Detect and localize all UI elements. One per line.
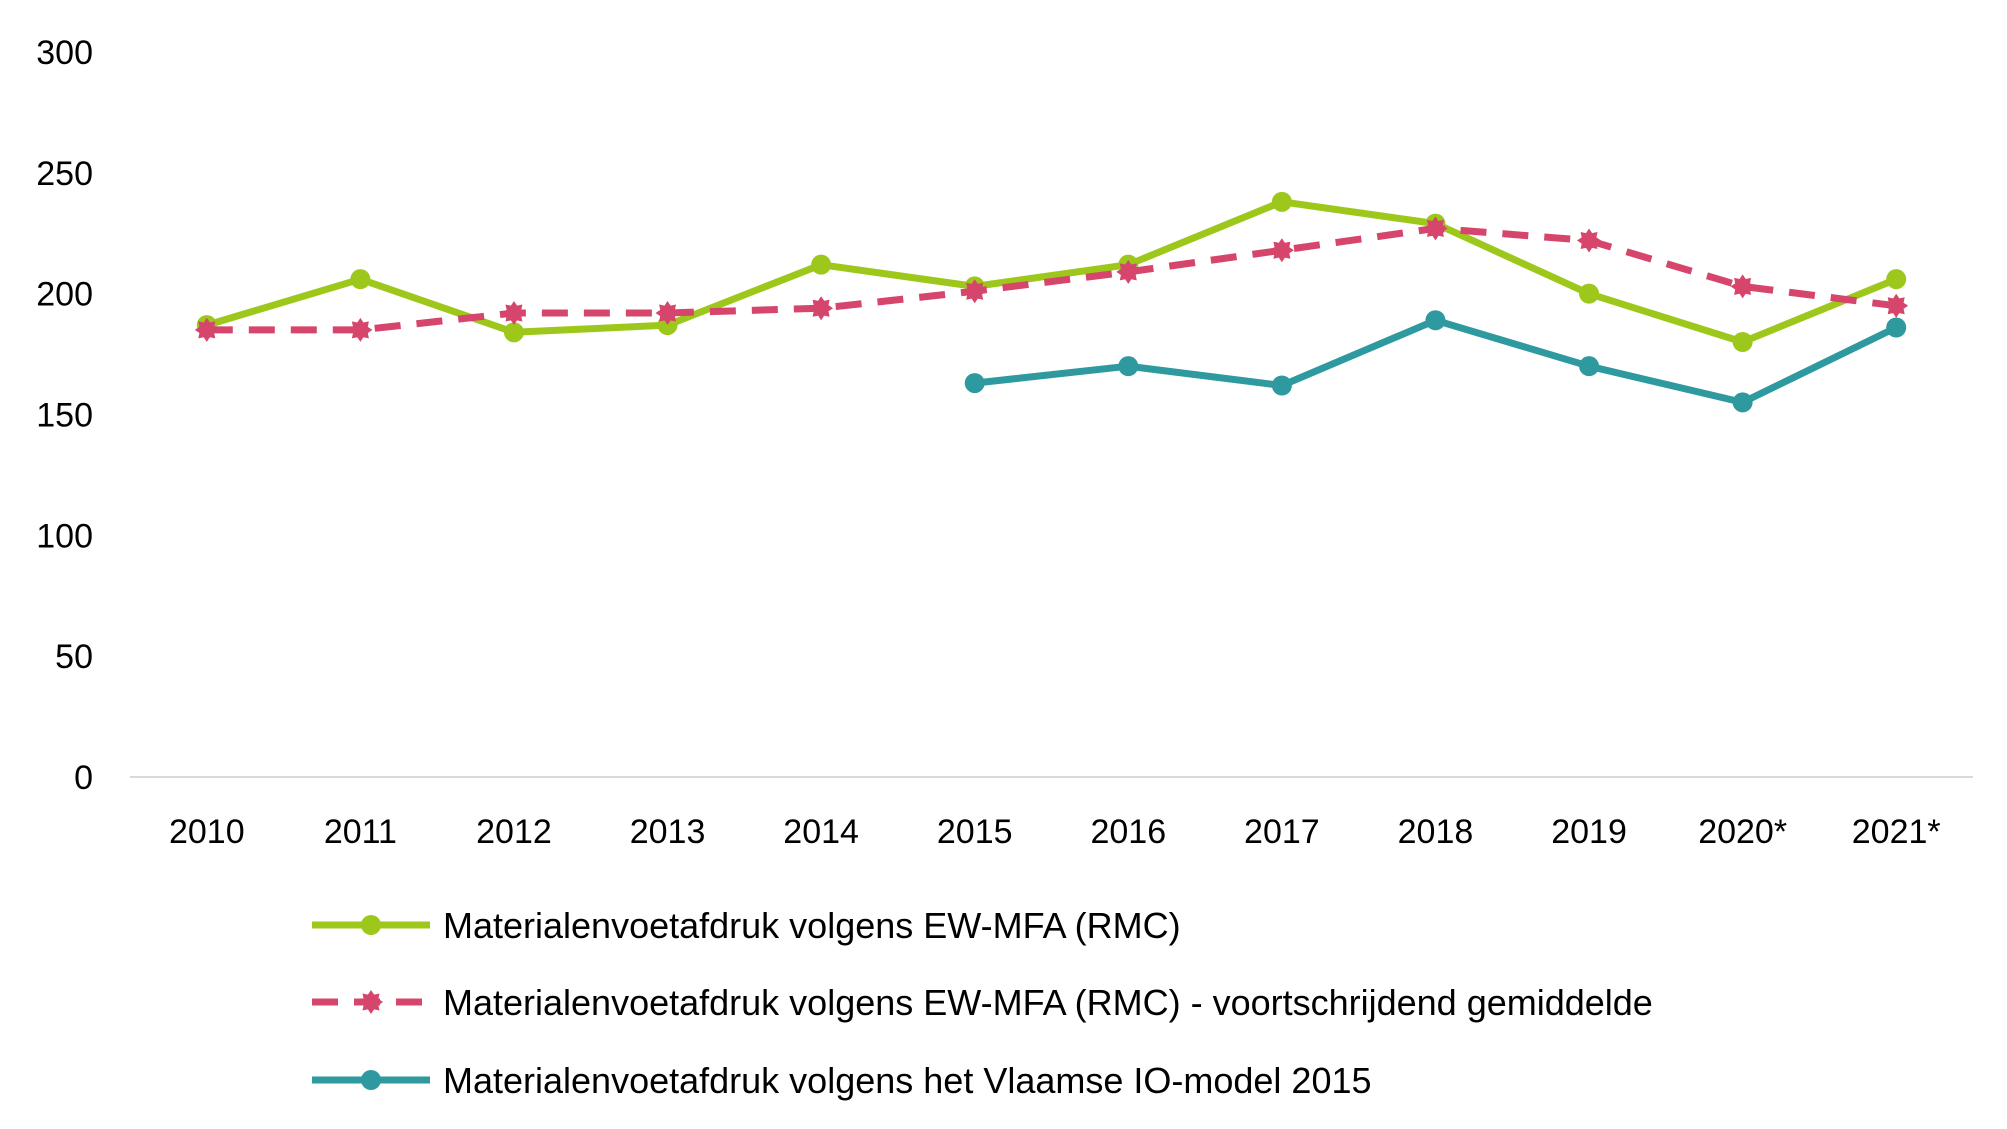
y-tick-label: 100 — [36, 517, 93, 555]
series-line — [203, 198, 1900, 346]
data-point — [350, 269, 371, 290]
y-tick-label: 250 — [36, 155, 93, 193]
legend-label: Materialenvoetafdruk volgens EW-MFA (RMC… — [443, 982, 1653, 1023]
series-line — [206, 224, 1897, 334]
series-3 — [964, 310, 1907, 413]
legend-swatch-marker — [361, 1070, 381, 1090]
data-point — [1579, 283, 1600, 304]
y-tick-label: 50 — [55, 638, 93, 676]
data-point — [964, 373, 985, 394]
series-1 — [196, 191, 1907, 352]
x-tick-label: 2020* — [1698, 813, 1787, 851]
data-point — [194, 317, 219, 342]
x-tick-label: 2016 — [1090, 813, 1166, 851]
legend-swatch-marker — [361, 915, 381, 935]
data-point — [1423, 216, 1448, 241]
legend-entry: Materialenvoetafdruk volgens EW-MFA (RMC… — [312, 905, 1181, 946]
x-tick-label: 2010 — [169, 813, 245, 851]
data-point — [962, 279, 987, 304]
x-axis: 2010 2011 2012 2013 2014 2015 2016 2017 2018 2019… — [169, 813, 1941, 851]
data-point — [1730, 274, 1755, 299]
data-point — [1118, 356, 1139, 377]
data-point — [1884, 293, 1909, 318]
data-point — [348, 317, 373, 342]
plot-area — [194, 191, 1909, 413]
x-tick-label: 2018 — [1398, 813, 1474, 851]
x-tick-label: 2017 — [1244, 813, 1320, 851]
x-tick-label: 2013 — [630, 813, 706, 851]
x-tick-label: 2014 — [783, 813, 859, 851]
y-tick-label: 0 — [74, 759, 93, 797]
x-tick-label: 2021* — [1852, 813, 1941, 851]
data-point — [1425, 310, 1446, 331]
data-point — [655, 301, 680, 325]
x-tick-label: 2012 — [476, 813, 552, 851]
data-point — [1271, 191, 1292, 212]
data-point — [809, 296, 834, 321]
data-point — [1577, 228, 1601, 253]
legend-label: Materialenvoetafdruk volgens het Vlaamse… — [443, 1060, 1372, 1101]
legend: Materialenvoetafdruk volgens EW-MFA (RMC… — [312, 905, 1653, 1101]
series-2 — [194, 216, 1909, 342]
legend-label: Materialenvoetafdruk volgens EW-MFA (RMC… — [443, 905, 1181, 946]
data-point — [1732, 332, 1753, 352]
data-point — [1271, 375, 1292, 396]
x-tick-label: 2019 — [1551, 813, 1627, 851]
data-point — [1886, 317, 1907, 338]
x-tick-label: 2015 — [937, 813, 1013, 851]
legend-entry: Materialenvoetafdruk volgens EW-MFA (RMC… — [312, 982, 1653, 1023]
data-point — [811, 254, 832, 275]
data-point — [1732, 392, 1753, 413]
legend-swatch-marker — [359, 990, 383, 1014]
y-tick-label: 150 — [36, 397, 93, 435]
data-point — [1116, 259, 1141, 284]
data-point — [502, 301, 526, 325]
data-point — [1886, 269, 1907, 290]
y-axis: 0 50 100 150 200 250 300 — [36, 34, 93, 797]
x-tick-label: 2011 — [324, 813, 397, 851]
data-point — [503, 322, 524, 343]
data-point — [1269, 238, 1294, 263]
legend-entry: Materialenvoetafdruk volgens het Vlaamse… — [312, 1060, 1372, 1101]
y-tick-label: 300 — [36, 34, 93, 72]
data-point — [1579, 356, 1600, 377]
y-tick-label: 200 — [36, 276, 93, 314]
